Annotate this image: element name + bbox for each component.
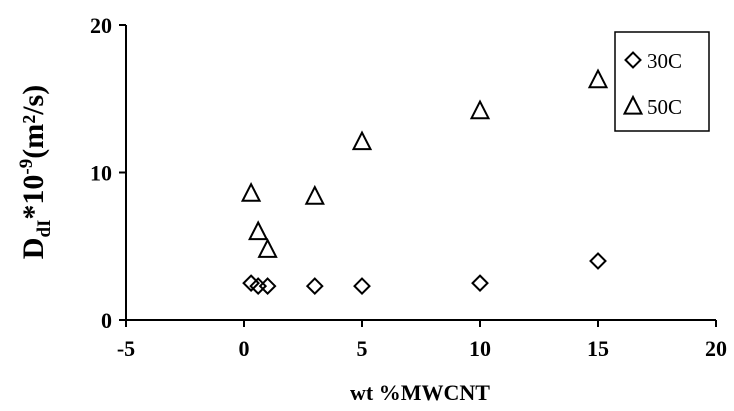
- data-point-50C: [351, 130, 373, 151]
- data-point-30C: [305, 277, 324, 295]
- legend-marker-30C: [624, 51, 642, 69]
- x-tick-label: 15: [587, 336, 609, 361]
- y-axis-title: DdI*10-9(m²/s): [16, 85, 55, 259]
- legend-marker-50C: [622, 94, 644, 115]
- legend: 30C 50C: [614, 31, 710, 132]
- x-tick-label: 20: [705, 336, 727, 361]
- data-point-30C: [242, 274, 260, 293]
- data-point-50C: [248, 220, 269, 241]
- x-axis-title: wt %MWCNT: [350, 380, 490, 405]
- data-point-30C: [589, 252, 607, 270]
- y-axis-title-sup: -9: [16, 159, 37, 175]
- data-point-30C: [471, 274, 489, 293]
- y-axis-title-tail: (m²/s): [17, 85, 50, 159]
- y-tick-label: 20: [90, 13, 112, 38]
- legend-label-30C: 30C: [647, 49, 682, 73]
- data-point-30C: [353, 277, 371, 295]
- y-tick-label: 0: [101, 308, 112, 333]
- x-tick-label: 5: [357, 336, 368, 361]
- x-axis-ticks: -5 0 5 10 15 20: [117, 320, 727, 361]
- data-point-50C: [587, 68, 609, 89]
- legend-label-50C: 50C: [647, 95, 682, 119]
- y-tick-label: 10: [90, 161, 112, 186]
- data-markers: [240, 68, 609, 295]
- y-axis-title-main: D: [17, 238, 50, 260]
- data-point-30C: [249, 277, 268, 295]
- data-point-50C: [240, 181, 262, 202]
- y-axis-title-sub: dI: [34, 220, 55, 238]
- y-axis-title-mid: *10: [17, 175, 50, 220]
- data-point-50C: [469, 99, 491, 120]
- data-point-50C: [304, 184, 325, 205]
- x-tick-label: 10: [469, 336, 491, 361]
- data-point-30C: [258, 277, 277, 295]
- data-point-50C: [257, 238, 278, 258]
- x-tick-label: 0: [239, 336, 250, 361]
- x-tick-label: -5: [117, 336, 135, 361]
- y-axis-ticks: 0 10 20: [90, 13, 126, 333]
